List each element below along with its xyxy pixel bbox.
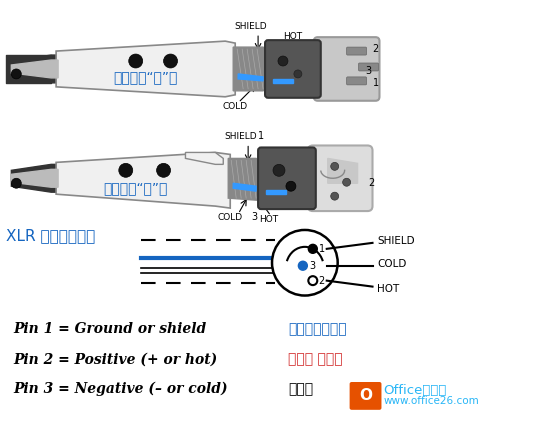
Polygon shape	[12, 170, 58, 187]
Text: 3: 3	[366, 66, 372, 76]
Polygon shape	[228, 158, 261, 200]
Text: COLD: COLD	[223, 102, 248, 111]
Text: Office教程网: Office教程网	[383, 384, 447, 397]
Text: 1: 1	[258, 130, 264, 141]
FancyBboxPatch shape	[314, 37, 379, 101]
Circle shape	[278, 56, 288, 66]
Text: 1: 1	[319, 244, 325, 254]
Polygon shape	[238, 74, 263, 81]
Circle shape	[273, 164, 285, 176]
Circle shape	[294, 70, 302, 78]
Text: （俗称：“公”）: （俗称：“公”）	[113, 70, 178, 84]
Circle shape	[331, 162, 339, 170]
Text: Pin 1 = Ground or shield: Pin 1 = Ground or shield	[13, 322, 207, 336]
Text: COLD: COLD	[377, 259, 407, 269]
Text: O: O	[359, 388, 372, 404]
Polygon shape	[233, 47, 268, 91]
Text: 1: 1	[372, 78, 378, 88]
Circle shape	[331, 192, 339, 200]
Polygon shape	[185, 153, 223, 164]
Text: SHIELD: SHIELD	[235, 22, 267, 31]
FancyBboxPatch shape	[346, 77, 366, 85]
Text: 2: 2	[318, 275, 324, 286]
Polygon shape	[266, 190, 286, 194]
FancyBboxPatch shape	[346, 47, 366, 55]
Circle shape	[286, 181, 296, 191]
Text: HOT: HOT	[377, 283, 400, 294]
Circle shape	[299, 261, 307, 270]
Polygon shape	[12, 164, 61, 192]
Polygon shape	[56, 153, 230, 208]
Text: Pin 2 = Positive (+ or hot): Pin 2 = Positive (+ or hot)	[13, 352, 218, 366]
Text: SHIELD: SHIELD	[377, 236, 415, 246]
FancyBboxPatch shape	[350, 382, 382, 410]
Text: SHIELD: SHIELD	[225, 132, 257, 141]
Circle shape	[272, 230, 338, 295]
Circle shape	[343, 178, 350, 186]
Text: 冷端，: 冷端，	[288, 382, 313, 396]
Circle shape	[12, 69, 21, 79]
FancyBboxPatch shape	[265, 40, 321, 98]
FancyBboxPatch shape	[258, 147, 316, 209]
Text: COLD: COLD	[218, 213, 243, 222]
Polygon shape	[56, 41, 235, 97]
Polygon shape	[233, 183, 256, 191]
Text: XLR 插头（卡农）: XLR 插头（卡农）	[7, 228, 96, 243]
Text: Pin 3 = Negative (– or cold): Pin 3 = Negative (– or cold)	[13, 382, 228, 396]
Text: 2: 2	[372, 44, 379, 54]
Text: 3: 3	[309, 261, 315, 271]
Circle shape	[309, 276, 317, 285]
Circle shape	[12, 178, 21, 188]
Circle shape	[163, 54, 178, 68]
Text: （俗称：“母”）: （俗称：“母”）	[103, 181, 168, 195]
Circle shape	[119, 163, 133, 177]
Text: 接地端（屏蔽）: 接地端（屏蔽）	[288, 322, 346, 336]
Text: 3: 3	[251, 212, 257, 222]
Text: www.office26.com: www.office26.com	[383, 396, 479, 406]
Text: HOT: HOT	[283, 32, 302, 41]
Polygon shape	[273, 79, 293, 83]
Text: 热端， 信号＋: 热端， 信号＋	[288, 352, 343, 366]
Text: HOT: HOT	[260, 215, 279, 224]
Circle shape	[157, 163, 170, 177]
Polygon shape	[12, 55, 61, 83]
Polygon shape	[328, 158, 358, 183]
Circle shape	[309, 244, 317, 253]
Text: 2: 2	[368, 178, 375, 188]
Circle shape	[129, 54, 142, 68]
FancyBboxPatch shape	[359, 63, 378, 71]
Polygon shape	[12, 60, 58, 78]
FancyBboxPatch shape	[308, 146, 372, 211]
